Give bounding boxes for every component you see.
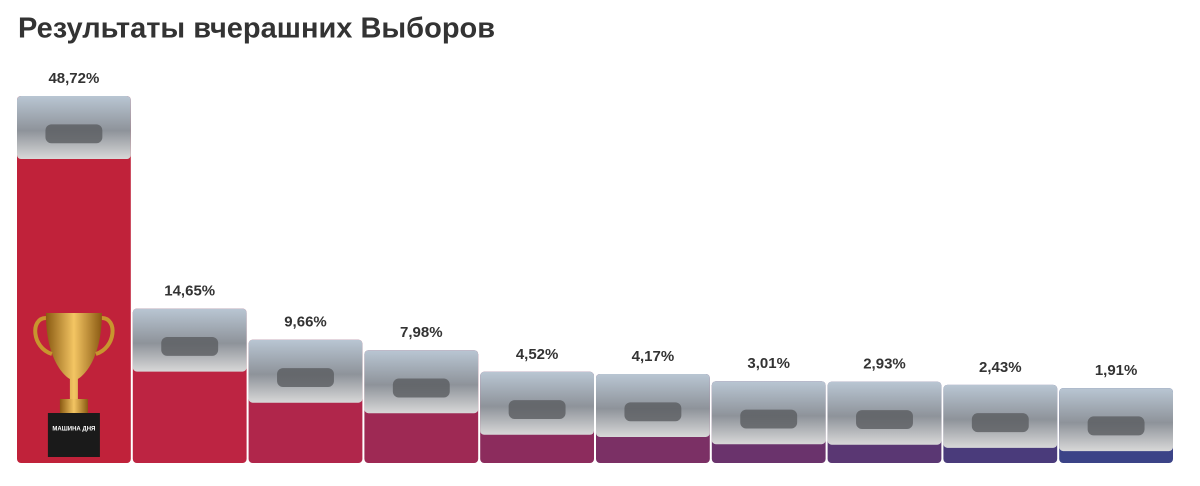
value-label: 4,52% bbox=[516, 346, 559, 363]
car-body bbox=[740, 409, 798, 429]
trophy-stem bbox=[59, 399, 88, 413]
value-label: 1,91% bbox=[1095, 362, 1138, 379]
car-body bbox=[971, 413, 1029, 433]
value-label: 2,43% bbox=[979, 359, 1022, 376]
value-label: 3,01% bbox=[747, 355, 790, 372]
car-body bbox=[508, 400, 566, 420]
trophy-handles bbox=[33, 316, 115, 356]
trophy-cup bbox=[45, 313, 102, 399]
trophy: МАШИНА ДНЯ bbox=[33, 313, 115, 457]
trophy-base bbox=[47, 413, 100, 457]
car-body bbox=[45, 124, 103, 144]
value-label: 14,65% bbox=[164, 283, 215, 300]
value-label: 48,72% bbox=[48, 70, 99, 87]
car-body bbox=[277, 368, 334, 387]
car-body bbox=[1087, 416, 1145, 436]
chart-title: Результаты вчерашних Выборов bbox=[18, 13, 495, 45]
value-label: 9,66% bbox=[284, 314, 327, 331]
value-label: 2,93% bbox=[863, 356, 906, 373]
trophy-badge: МАШИНА ДНЯ bbox=[52, 427, 95, 433]
car-body bbox=[161, 336, 219, 356]
car-body bbox=[392, 378, 450, 398]
value-label: 4,17% bbox=[632, 348, 675, 365]
car-body bbox=[856, 410, 913, 429]
bar bbox=[17, 96, 131, 463]
car-body bbox=[624, 402, 682, 422]
value-label: 7,98% bbox=[400, 324, 443, 341]
